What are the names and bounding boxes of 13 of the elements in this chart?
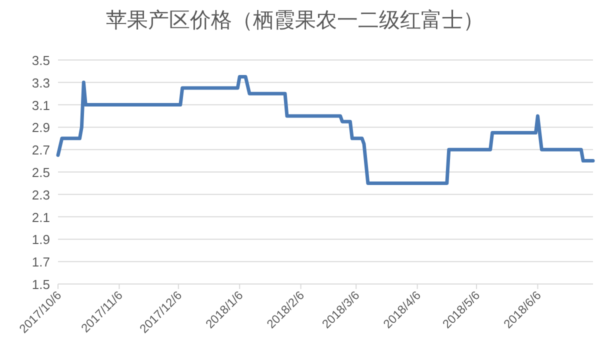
y-tick-label: 1.5	[32, 277, 50, 292]
y-tick-label: 2.7	[32, 142, 50, 158]
y-tick-label: 2.9	[32, 120, 50, 136]
chart-title: 苹果产区价格（栖霞果农一二级红富士）	[106, 9, 484, 32]
y-tick-label: 2.3	[32, 187, 50, 202]
y-tick-label: 1.9	[32, 232, 50, 248]
y-tick-label: 3.1	[32, 98, 50, 113]
y-tick-label: 3.3	[32, 75, 50, 90]
y-tick-label: 3.5	[32, 53, 50, 68]
y-tick-label: 2.1	[32, 210, 50, 225]
line-series	[56, 75, 595, 185]
y-tick-label: 2.5	[32, 165, 50, 180]
y-tick-label: 1.7	[32, 254, 50, 270]
